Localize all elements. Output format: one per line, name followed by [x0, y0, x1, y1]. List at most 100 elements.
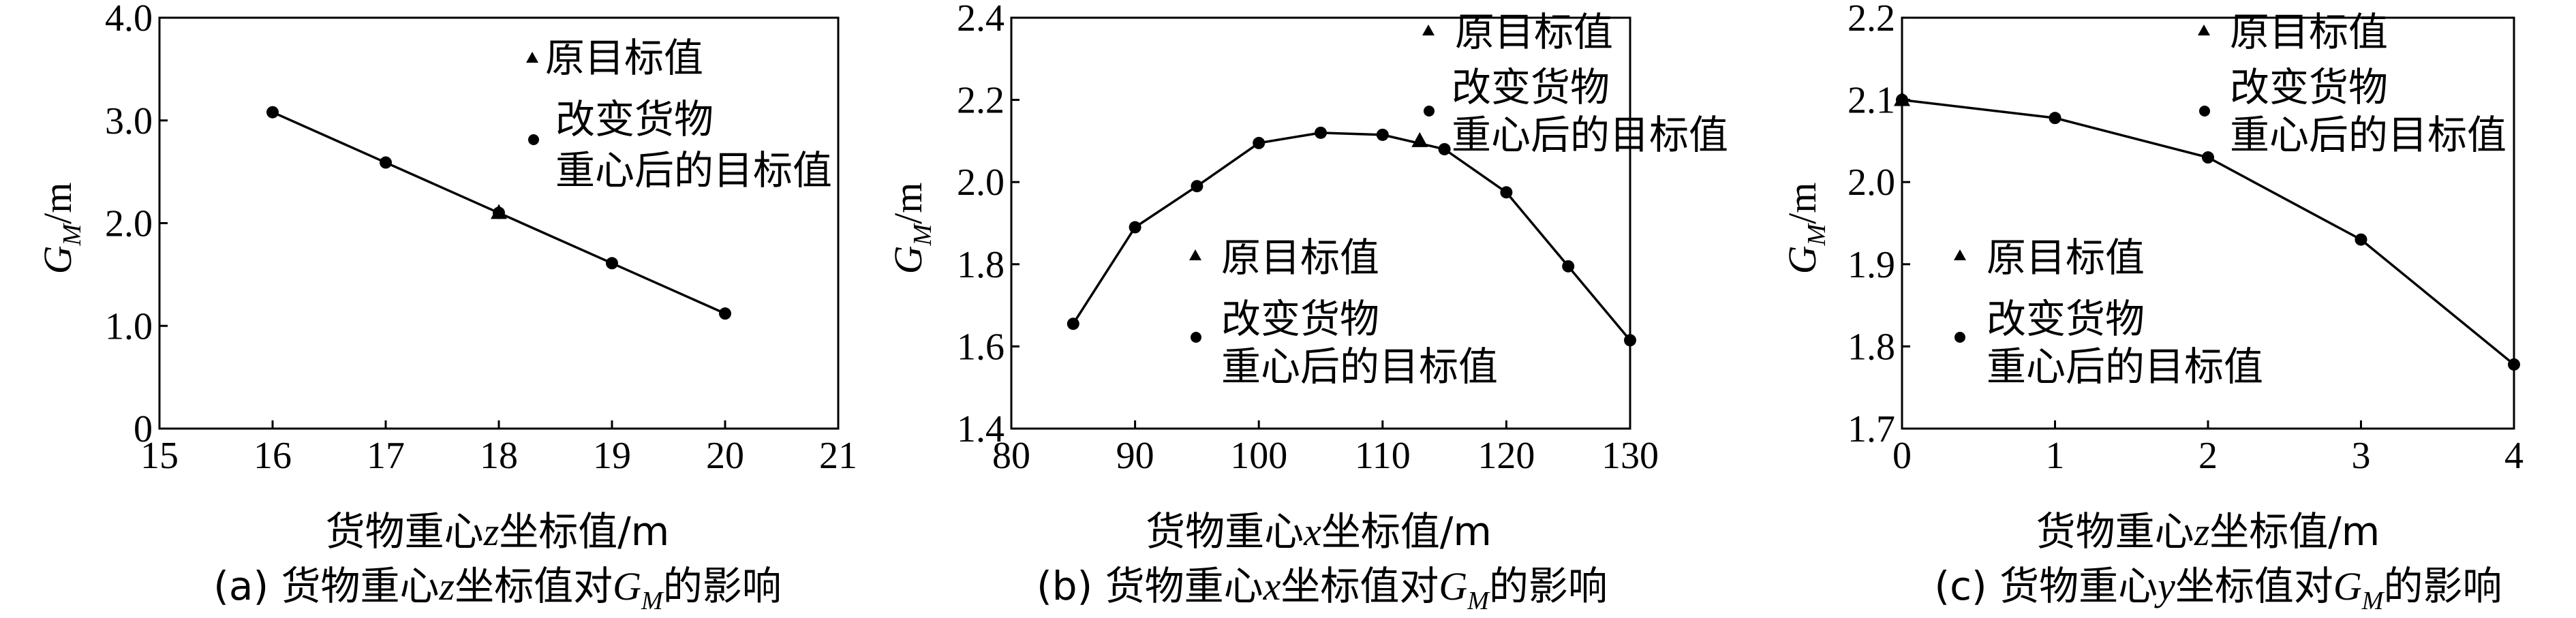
x-tick-label: 80	[992, 435, 1030, 477]
y-tick-label: 2.0	[105, 203, 153, 245]
x-axis-label-c: 货物重心z坐标值/m	[2036, 508, 2380, 555]
legend-original-marker-a	[526, 52, 538, 63]
legend-original-label-b-top: 原目标值	[1455, 9, 1613, 55]
legend-changed-label-line2-c-top: 重心后的目标值	[2230, 112, 2506, 158]
y-tick-label: 1.8	[957, 244, 1005, 286]
data-point	[606, 257, 618, 270]
caption-c: (c) 货物重心y坐标值对GM的影响	[1935, 563, 2502, 615]
legend-original-label-b-mid: 原目标值	[1221, 234, 1379, 281]
y-tick-label: 1.9	[1847, 244, 1895, 286]
y-ticks-b: 1.4 1.6 1.8 2.0 2.2 2.4	[957, 0, 1019, 450]
x-tick-label: 4	[2504, 435, 2524, 477]
x-tick-label: 1	[2046, 435, 2065, 477]
legend-changed-marker-a	[528, 134, 539, 145]
x-tick-label: 110	[1355, 435, 1411, 477]
y-tick-label: 3.0	[105, 100, 153, 142]
y-tick-label: 2.2	[1847, 0, 1895, 40]
y-tick-label: 4.0	[105, 0, 153, 40]
legend-changed-label-line1-b-mid: 改变货物	[1221, 296, 1379, 342]
y-ticks-a: 0 1.0 2.0 3.0 4.0	[105, 0, 168, 450]
original-target-marker	[1894, 91, 1910, 106]
data-point	[1438, 142, 1451, 155]
legend-original-label-c-top: 原目标值	[2230, 9, 2388, 55]
data-point	[1315, 126, 1327, 139]
legend-changed-label-line2-b-top: 重心后的目标值	[1452, 112, 1728, 158]
x-tick-label: 0	[1892, 435, 1912, 477]
legend-original-marker-b-top	[1422, 25, 1435, 35]
legend-changed-label-line1-c-top: 改变货物	[2230, 64, 2388, 110]
data-point	[1253, 136, 1266, 149]
y-axis-label-c: GM/m	[1780, 183, 1831, 275]
plot-area-a	[158, 16, 840, 430]
chart-panel-c: 0 1 2 3 4 1.7 1.8 1.9 2.0 2.1 2.2 原目标值 改变货物 重心后的目…	[1780, 0, 2524, 615]
chart-panel-b: 80 90 100 110 120 130 1.4 1.6 1.8 2.0 2.2 2.4 原目标值…	[886, 0, 1728, 615]
data-point	[2202, 151, 2214, 164]
data-point	[2508, 358, 2520, 371]
series-line	[1072, 132, 1631, 341]
legend-original-marker-c-top	[2198, 25, 2210, 35]
data-point	[1376, 128, 1389, 141]
data-series-c	[1894, 91, 2520, 371]
original-target-marker	[1411, 132, 1428, 147]
legend-changed-label-line1-a: 改变货物	[555, 96, 714, 142]
data-point	[719, 307, 731, 320]
data-point	[1562, 260, 1575, 273]
y-tick-label: 1.7	[1847, 408, 1895, 450]
y-tick-label: 2.0	[957, 161, 1005, 204]
legend-original-marker-b-mid	[1189, 249, 1201, 260]
x-tick-label: 2	[2198, 435, 2218, 477]
y-tick-label: 2.2	[957, 80, 1005, 122]
y-tick-label: 1.8	[1847, 326, 1895, 368]
data-point	[266, 106, 279, 119]
data-point	[1500, 186, 1513, 199]
x-tick-label: 90	[1116, 435, 1154, 477]
y-tick-label: 1.4	[957, 408, 1005, 450]
original-target-marker	[491, 204, 507, 219]
y-tick-label: 2.1	[1847, 80, 1895, 122]
x-tick-label: 100	[1230, 435, 1287, 477]
legend-changed-marker-b-mid	[1191, 332, 1201, 343]
x-axis-label-a: 货物重心z坐标值/m	[326, 508, 670, 555]
y-tick-label: 1.0	[105, 305, 153, 347]
x-axis-label-b: 货物重心x坐标值/m	[1146, 508, 1492, 555]
x-tick-label: 19	[593, 435, 631, 477]
y-ticks-c: 1.7 1.8 1.9 2.0 2.1 2.2	[1847, 0, 1910, 450]
legend-changed-marker-c-top	[2199, 106, 2210, 117]
legend-original-label-c-mid: 原目标值	[1987, 234, 2145, 281]
y-tick-label: 1.6	[957, 326, 1005, 368]
legend-changed-marker-b-top	[1424, 106, 1435, 117]
legend-changed-marker-c-mid	[1954, 332, 1965, 343]
chart-panel-a: 15 16 17 18 19 20 21 0 1.0 2.0 3.0 4.0 原目标值 改变货物 重…	[35, 0, 857, 615]
data-point	[380, 156, 392, 169]
data-point	[1191, 180, 1203, 193]
y-tick-label: 0	[134, 408, 153, 450]
data-point	[2049, 112, 2061, 125]
x-tick-label: 130	[1601, 435, 1659, 477]
data-point	[1624, 334, 1636, 347]
data-series-a	[266, 106, 731, 320]
y-tick-label: 2.0	[1847, 161, 1895, 204]
legend-original-label-a: 原目标值	[545, 35, 703, 81]
legend-original-marker-c-mid	[1954, 249, 1966, 260]
data-point	[1067, 318, 1079, 330]
y-axis-label-a: GM/m	[35, 183, 87, 275]
legend-changed-label-line1-c-mid: 改变货物	[1987, 296, 2145, 342]
y-tick-label: 2.4	[957, 0, 1005, 40]
x-tick-label: 3	[2352, 435, 2371, 477]
x-tick-label: 15	[140, 435, 179, 477]
data-point	[1129, 221, 1141, 234]
x-ticks-b: 80 90 100 110 120 130	[992, 420, 1659, 477]
legend-changed-label-line2-c-mid: 重心后的目标值	[1987, 343, 2263, 390]
legend-changed-label-line2-a: 重心后的目标值	[555, 147, 832, 194]
legend-changed-label-line2-b-mid: 重心后的目标值	[1221, 343, 1498, 390]
x-tick-label: 20	[706, 435, 744, 477]
x-tick-label: 17	[367, 435, 405, 477]
x-tick-label: 18	[480, 435, 518, 477]
caption-a: (a) 货物重心z坐标值对GM的影响	[213, 563, 781, 615]
legend-changed-label-line1-b-top: 改变货物	[1452, 64, 1610, 110]
x-tick-label: 16	[254, 435, 292, 477]
x-ticks-c: 0 1 2 3 4	[1892, 420, 2524, 477]
plot-area-b	[1010, 16, 1631, 430]
y-axis-label-b: GM/m	[886, 183, 937, 275]
